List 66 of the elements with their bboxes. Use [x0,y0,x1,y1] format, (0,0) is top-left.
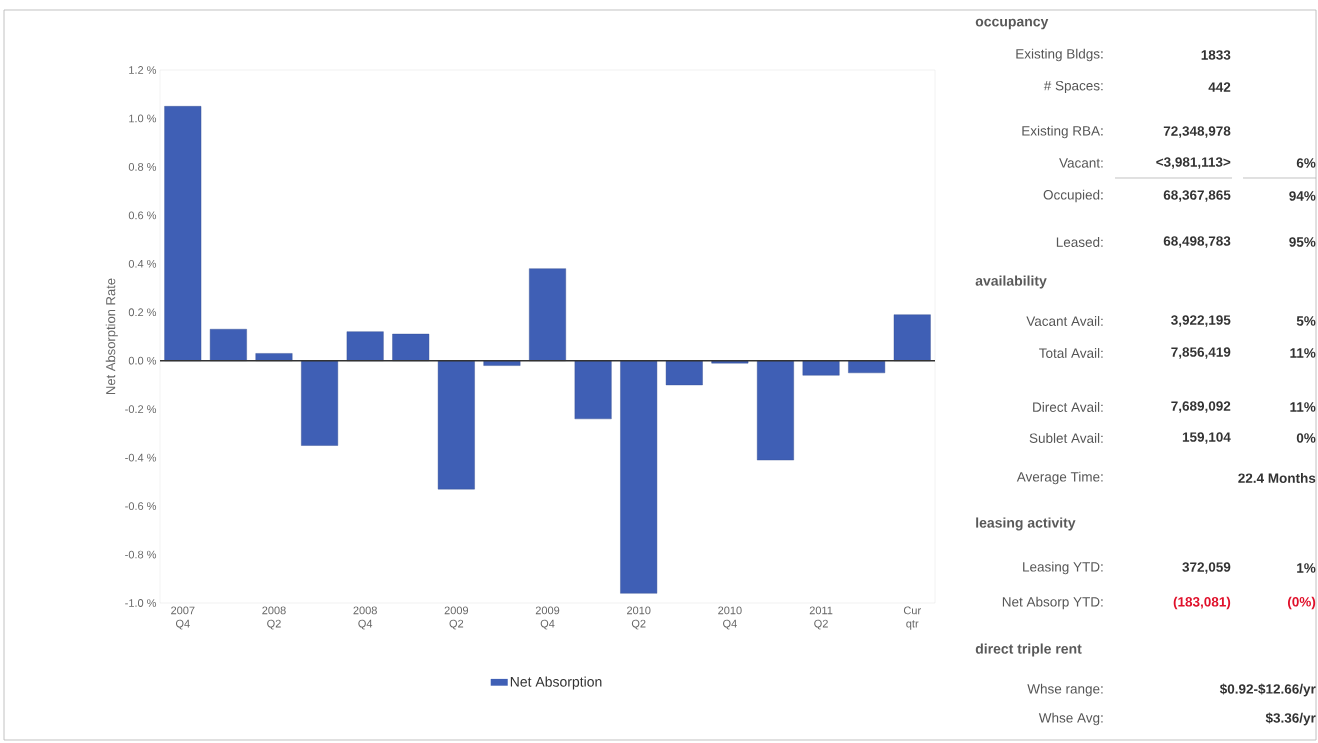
legend-label: Net Absorption [510,676,602,690]
text: Total Avail: [1039,348,1103,358]
text: Leasing YTD: [1023,561,1103,575]
y-tick-label: 1.2 % [129,66,157,74]
text: <3,981,113> [1156,157,1231,169]
text: 5% [1296,316,1316,326]
text: 22.4 Months [1238,473,1316,483]
y-tick-label: 0.2 % [128,308,157,317]
text: 68,498,783 [1163,236,1231,248]
text: Whse range: [1027,683,1103,697]
text: (0%) [1287,596,1316,610]
text: 95% [1289,237,1316,247]
x-tick-label: 2009 Q4 [535,606,560,630]
text: Whse Avg: [1038,712,1103,726]
x-tick-label: 2007 Q4 [171,606,195,630]
text: $3.36/yr [1265,712,1316,726]
text: Vacant Avail: [1026,316,1103,326]
x-tick-label: 2008 Q2 [262,606,286,630]
y-tick-label: 0.4 % [128,259,157,268]
y-axis-title: Net Absorption Rate [105,278,118,394]
text: Vacant: [1059,158,1103,168]
y-tick-label: 0.0 % [128,356,157,365]
x-tick-label: 2008 Q4 [353,606,377,630]
y-tick-label: -0.2 % [125,405,157,414]
text: 6% [1296,158,1316,168]
y-tick-label: -0.8 % [125,550,157,559]
y-tick-label: 0.8 % [128,163,157,171]
text: Existing RBA: [1022,125,1103,139]
text: 11% [1290,348,1316,358]
text: 72,348,978 [1163,126,1231,138]
text: $0.92-$12.66/yr [1219,683,1316,697]
x-tick-label: Cur qtr [903,606,921,630]
x-tick-label: 2011 Q2 [809,606,833,630]
x-tick-label: 2010 Q4 [718,606,742,630]
text: Direct Avail: [1033,402,1103,412]
text: Existing Bldgs: [1016,48,1103,62]
y-tick-label: -0.4 % [125,453,157,462]
text: Net Absorp YTD: [1002,596,1103,610]
text: 1833 [1201,50,1231,60]
text: 11% [1290,402,1316,412]
text: Sublet Avail: [1029,433,1103,443]
x-tick-label: 2010 Q2 [627,606,651,630]
text: 1% [1297,563,1316,573]
text: 7,689,092 [1171,401,1231,413]
y-tick-label: -0.6 % [125,502,157,510]
text: 372,059 [1182,562,1231,574]
text: 7,856,419 [1171,347,1231,359]
text: (183,081) [1173,596,1231,610]
text: 94% [1289,191,1316,201]
text: availability [975,275,1047,289]
text: occupancy [975,18,1049,30]
text: 0% [1296,433,1316,443]
text: 159,104 [1182,432,1231,444]
text: 442 [1208,82,1231,92]
y-tick-label: 0.6 % [128,211,157,220]
y-tick-label: -1.0 % [125,599,157,607]
text: Average Time: [1016,471,1103,485]
x-tick-label: 2009 Q2 [444,606,469,630]
text: Occupied: [1043,189,1103,203]
text: leasing activity [976,517,1076,531]
text: Leased: [1056,237,1103,247]
text: # Spaces: [1043,80,1103,94]
y-tick-label: 1.0 % [129,114,157,123]
text: direct triple rent [975,643,1082,657]
text: 68,367,865 [1163,190,1231,202]
text: 3,922,195 [1171,315,1231,327]
